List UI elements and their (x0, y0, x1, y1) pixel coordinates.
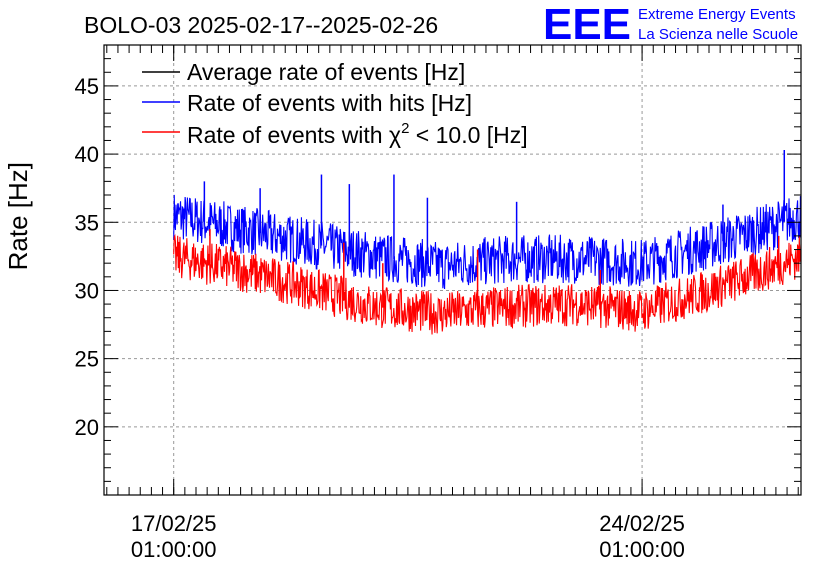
series-line (173, 233, 802, 335)
y-tick-label: 30 (75, 278, 99, 303)
logo-mark: EEE (543, 0, 631, 49)
y-tick-label: 25 (75, 347, 99, 372)
series-line (173, 194, 802, 290)
legend-entry-chi2: Rate of events with χ2 < 10.0 [Hz] (187, 120, 528, 148)
logo-line-1: Extreme Energy Events (638, 6, 796, 23)
series-layer (173, 150, 802, 335)
chart-title: BOLO-03 2025-02-17--2025-02-26 (84, 12, 438, 38)
y-tick-label: 40 (75, 142, 99, 167)
y-tick-label: 35 (75, 210, 99, 235)
x-tick-label-time: 01:00:00 (131, 537, 217, 562)
y-tick-label: 20 (75, 415, 99, 440)
legend-chi2-superscript: 2 (401, 120, 409, 137)
series-2 (173, 229, 802, 335)
y-tick-label: 45 (75, 74, 99, 99)
legend-entry-hits: Rate of events with hits [Hz] (187, 90, 472, 116)
logo-line-2: La Scienza nelle Scuole (638, 26, 798, 43)
legend-chi2-prefix: Rate of events with (187, 122, 389, 148)
x-tick-label-time: 01:00:00 (599, 537, 685, 562)
legend-entry-average: Average rate of events [Hz] (187, 59, 465, 85)
legend-chi2-suffix: < 10.0 [Hz] (409, 122, 527, 148)
series-1 (173, 150, 802, 290)
y-axis-label: Rate [Hz] (3, 162, 33, 270)
x-tick-label-date: 24/02/25 (599, 511, 685, 536)
axis-ticks (104, 44, 801, 495)
legend: Average rate of events [Hz] Rate of even… (142, 59, 528, 148)
x-tick-label-date: 17/02/25 (131, 511, 217, 536)
legend-chi2-symbol: χ (389, 122, 401, 148)
y-tick-labels: 20 25 30 35 40 45 (75, 74, 99, 440)
eee-logo: EEE Extreme Energy Events La Scienza nel… (543, 0, 798, 49)
